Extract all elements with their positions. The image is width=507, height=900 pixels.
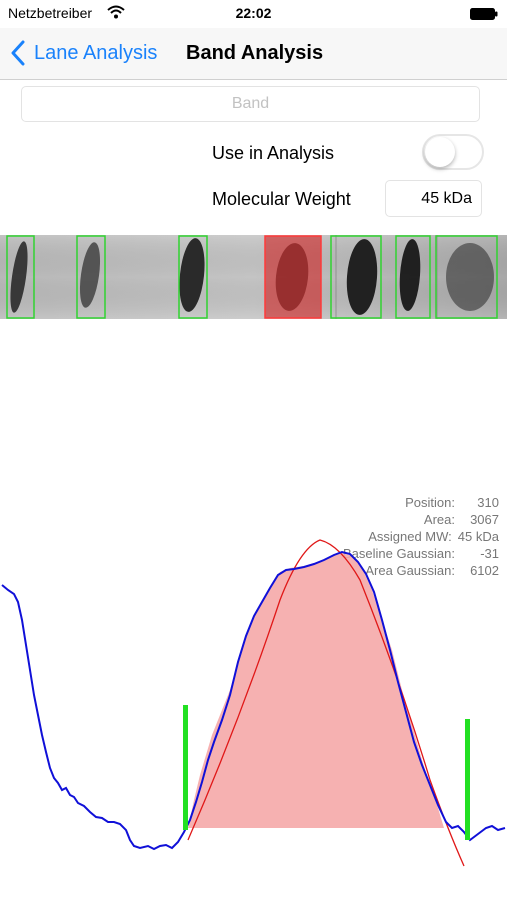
molecular-weight-field[interactable]: 45 kDa — [385, 180, 482, 217]
carrier-label: Netzbetreiber — [8, 5, 93, 21]
back-button[interactable]: Lane Analysis — [10, 38, 157, 68]
info-area: Area: 3067 — [423, 512, 499, 527]
band-box[interactable] — [435, 235, 498, 319]
right-boundary-marker[interactable] — [465, 719, 470, 840]
info-area-gaussian: Area Gaussian: 6102 — [365, 563, 499, 578]
band-name-field[interactable]: Band — [21, 86, 480, 122]
band-box[interactable] — [76, 235, 106, 319]
page-title: Band Analysis — [186, 42, 324, 64]
band-box[interactable] — [178, 235, 208, 319]
chevron-left-icon — [11, 40, 25, 66]
density-profile-plot[interactable] — [0, 480, 507, 880]
band-box-selected[interactable] — [264, 235, 322, 319]
gaussian-fit-line — [187, 539, 465, 867]
band-area-fill — [188, 553, 444, 828]
use-in-analysis-toggle[interactable] — [422, 134, 484, 170]
use-in-analysis-label: Use in Analysis — [212, 143, 335, 163]
density-profile-line — [1, 550, 506, 851]
info-assigned-mw: Assigned MW: 45 kDa — [368, 529, 499, 544]
left-boundary-marker[interactable] — [183, 705, 188, 830]
gel-lane-image[interactable] — [0, 235, 507, 319]
toggle-knob — [425, 137, 455, 167]
battery-icon — [470, 8, 498, 20]
clock-label: 22:02 — [235, 5, 272, 21]
navigation-bar: Lane Analysis Band Analysis — [0, 28, 507, 80]
wifi-icon — [107, 5, 125, 19]
band-info-panel: Position: 310 Area: 3067 Assigned MW: 45 kD… — [300, 494, 499, 579]
band-box[interactable] — [6, 235, 35, 319]
back-button-label: Lane Analysis — [34, 41, 158, 64]
band-box[interactable] — [330, 235, 382, 319]
status-bar: Netzbetreiber 22:02 — [0, 0, 507, 28]
info-baseline-gaussian: Baseline Gaussian: -31 — [342, 546, 499, 561]
info-position: Position: 310 — [405, 495, 499, 510]
molecular-weight-label: Molecular Weight — [212, 189, 351, 209]
band-box[interactable] — [395, 235, 431, 319]
